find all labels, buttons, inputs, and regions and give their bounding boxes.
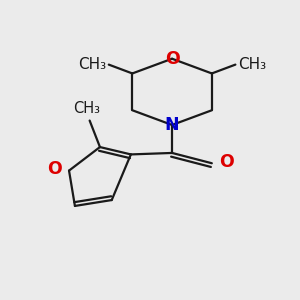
Text: N: N xyxy=(165,116,179,134)
Text: CH₃: CH₃ xyxy=(238,57,266,72)
Text: O: O xyxy=(165,50,179,68)
Text: CH₃: CH₃ xyxy=(73,101,100,116)
Text: CH₃: CH₃ xyxy=(78,57,106,72)
Text: O: O xyxy=(219,153,234,171)
Text: O: O xyxy=(47,160,62,178)
